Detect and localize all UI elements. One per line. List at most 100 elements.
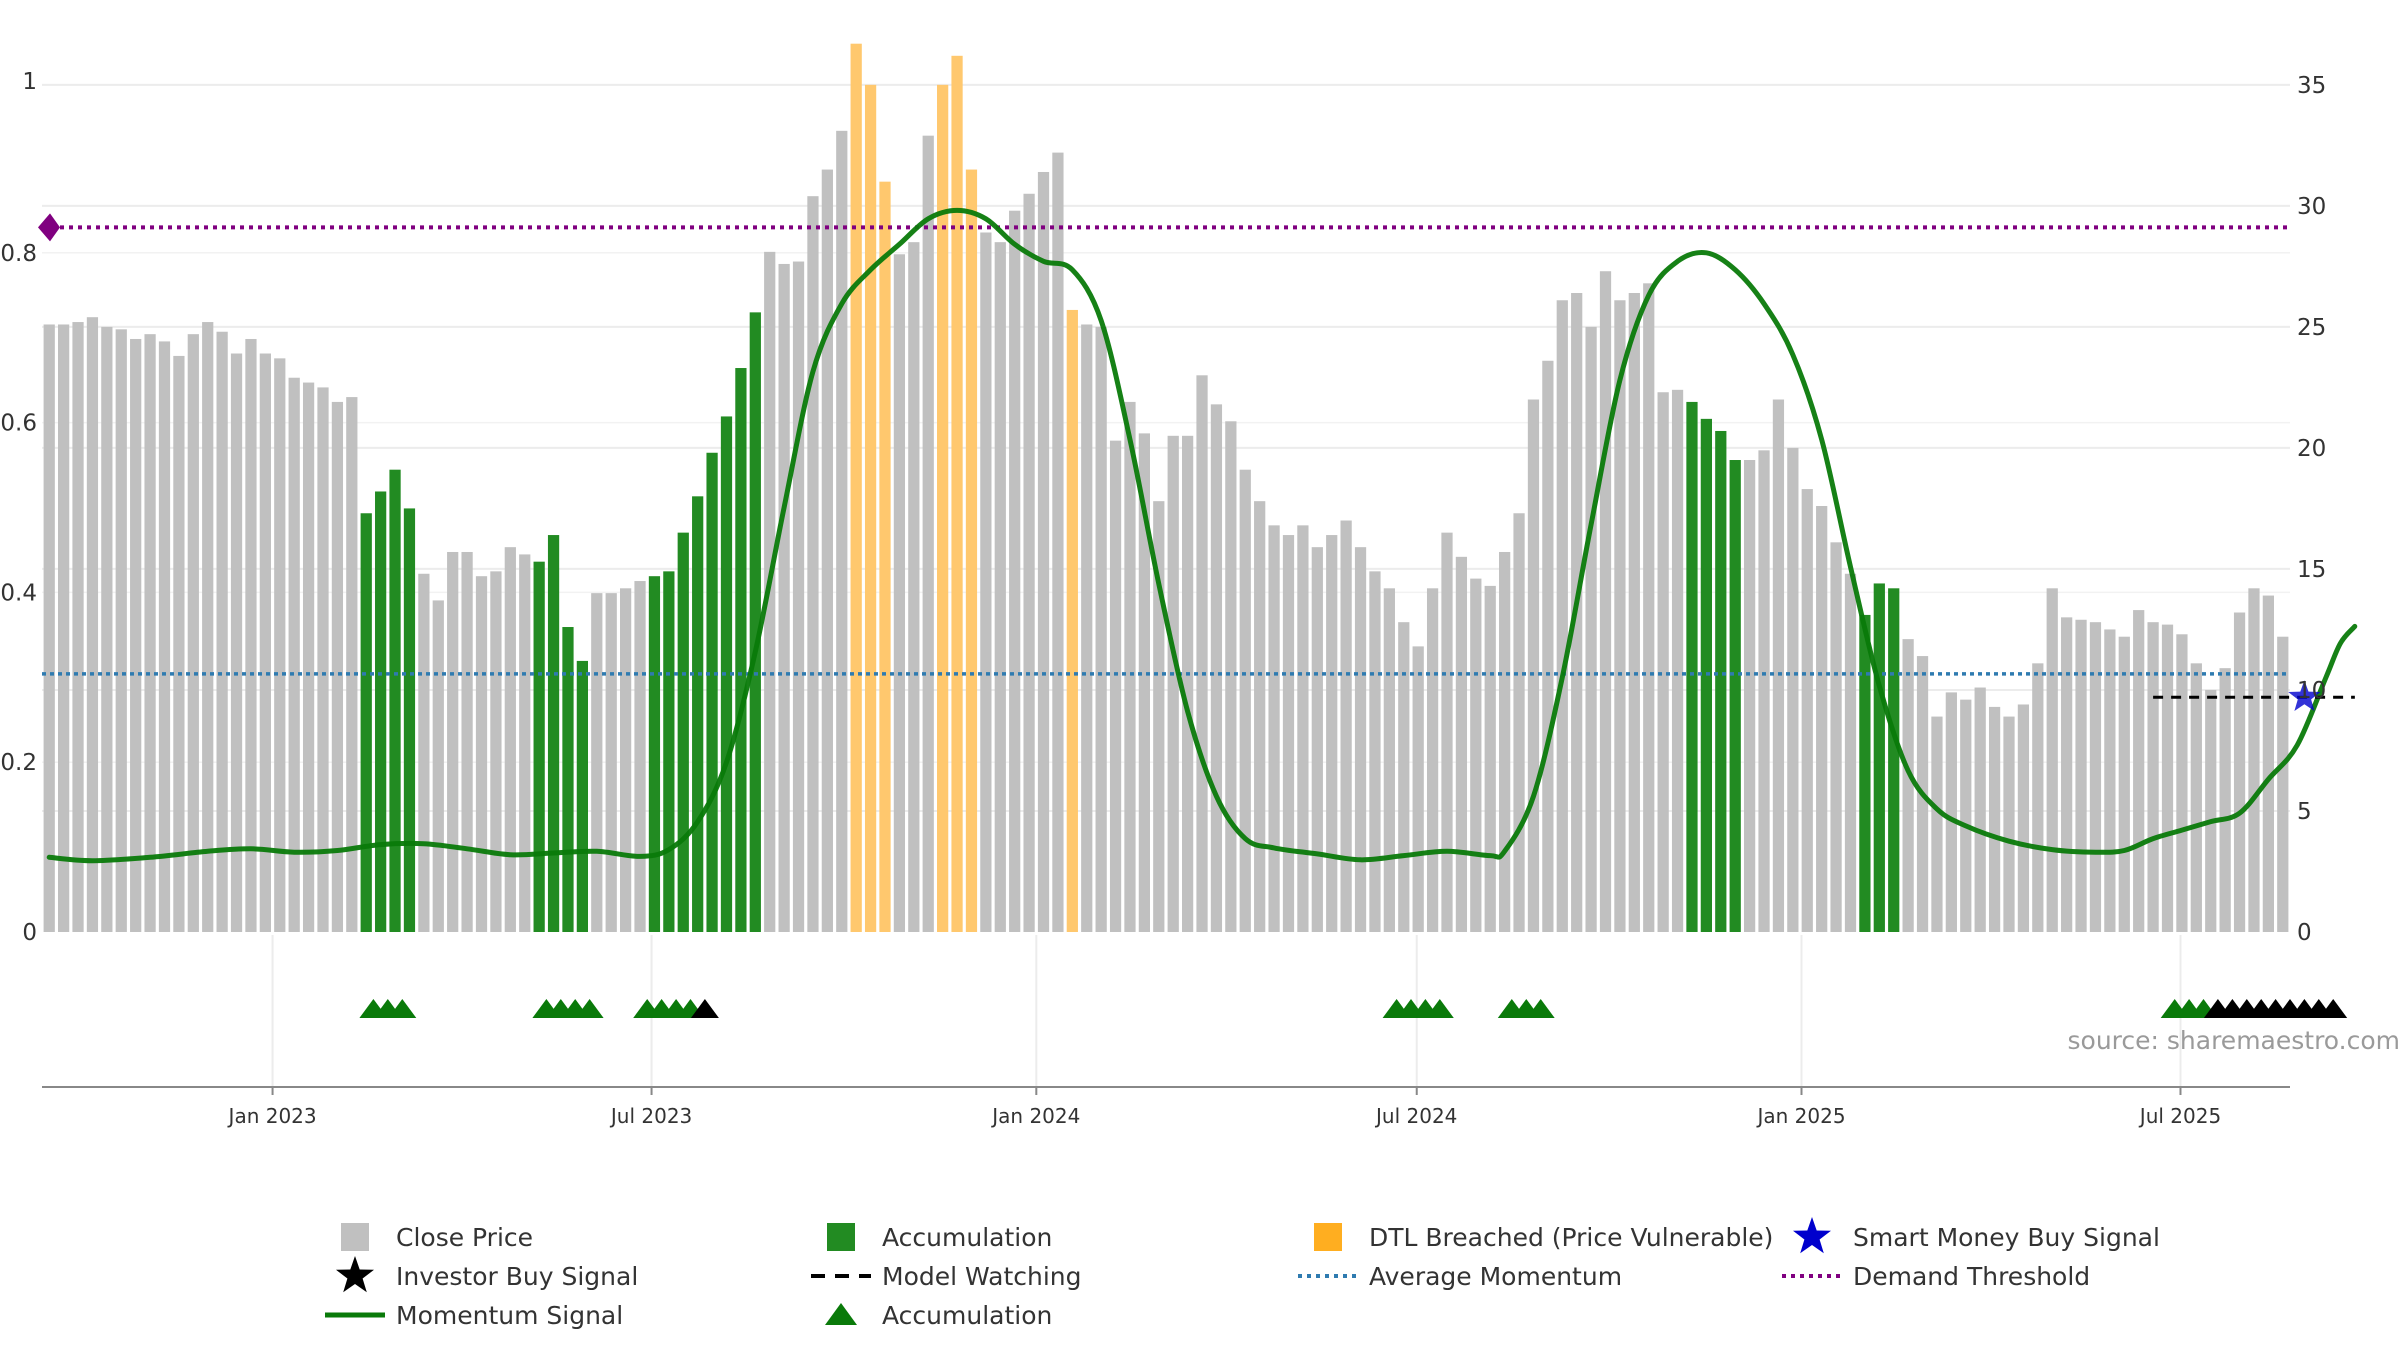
x-axis-tick-label: Jan 2024 (990, 1104, 1080, 1128)
close-price-bar (1527, 399, 1540, 932)
close-price-bar (1354, 547, 1367, 932)
close-price-bar (1931, 716, 1943, 932)
close-price-bar (1282, 535, 1295, 932)
legend-label: Model Watching (882, 1262, 1082, 1291)
left-axis-tick-label: 0.4 (0, 580, 37, 606)
legend-item: Smart Money Buy Signal (1793, 1217, 2160, 1254)
legend-swatch-star (1793, 1217, 1831, 1254)
right-axis-tick-label: 30 (2297, 194, 2326, 220)
accumulation-bar (677, 532, 689, 933)
close-price-bar (2017, 704, 2030, 932)
close-price-bar (1037, 171, 1050, 933)
right-axis-tick-label: 10 (2297, 678, 2326, 704)
x-axis-tick-label: Jul 2025 (2138, 1104, 2221, 1128)
accumulation-bar (1888, 588, 1900, 932)
close-price-bar (1124, 401, 1136, 932)
close-price-bar (1182, 435, 1194, 932)
close-price-bar (778, 263, 790, 932)
close-price-bar (1167, 435, 1179, 932)
accumulation-bar (749, 312, 761, 932)
close-price-bar (1614, 300, 1626, 932)
close-price-bar (908, 242, 920, 933)
close-price-bar (1398, 622, 1410, 932)
accumulation-bar (375, 491, 387, 932)
close-price-bar (1902, 639, 1914, 933)
close-price-bar (317, 387, 329, 932)
legend-item: Average Momentum (1298, 1262, 1622, 1291)
close-price-bar (2176, 634, 2188, 932)
close-price-bar (2190, 663, 2202, 932)
close-price-bar (2075, 619, 2087, 932)
close-price-bar (1095, 326, 1107, 932)
close-price-bar (475, 576, 488, 932)
close-price-bar (58, 324, 70, 933)
accumulation-triangle (1425, 999, 1454, 1018)
source-note: source: sharemaestro.com (2068, 1026, 2400, 1055)
close-price-bar (2046, 588, 2058, 932)
close-price-bar (2089, 622, 2102, 932)
accumulation-bar (533, 561, 545, 932)
accumulation-triangle (388, 999, 417, 1018)
close-price-bar (418, 573, 430, 932)
dtl-breached-bar (937, 84, 949, 933)
investor-signal-triangle (2319, 999, 2348, 1018)
close-price-bar (1383, 588, 1395, 932)
close-price-bar (994, 242, 1006, 933)
close-price-bar (1311, 547, 1323, 932)
close-price-bar (1455, 556, 1468, 932)
accumulation-bar (403, 508, 416, 932)
close-price-bar (1369, 571, 1381, 932)
close-price-bar (43, 324, 55, 933)
close-price-bar (634, 581, 646, 932)
right-axis-tick-label: 15 (2297, 557, 2326, 583)
close-price-bar (1340, 520, 1352, 932)
close-price-bar (807, 196, 819, 932)
close-price-bar (1268, 525, 1280, 932)
close-price-bar (1254, 501, 1266, 932)
legend-item: Momentum Signal (325, 1301, 623, 1330)
close-price-bar (792, 261, 805, 932)
x-axis-tick-label: Jan 2025 (1755, 1104, 1845, 1128)
close-price-bar (1599, 271, 1612, 933)
close-price-bar (2032, 663, 2044, 932)
accumulation-triangle (575, 999, 604, 1018)
close-price-bar (1109, 440, 1122, 932)
close-price-bar (519, 554, 531, 932)
close-price-bar (1744, 460, 1756, 932)
close-price-bar (432, 600, 444, 932)
dtl-breached-bar (879, 181, 891, 932)
close-price-bar (1513, 513, 1525, 932)
left-axis-tick-label: 0.8 (0, 241, 37, 267)
right-axis-tick-label: 20 (2297, 436, 2326, 462)
close-price-bar (245, 338, 257, 932)
dtl-breached-bar (965, 169, 978, 932)
close-price-bar (1499, 551, 1511, 932)
legend-label: Accumulation (882, 1223, 1052, 1252)
close-price-bar (2118, 636, 2130, 932)
accumulation-bar (735, 368, 747, 932)
close-price-bar (1801, 489, 1813, 932)
close-price-bar (1945, 692, 1957, 933)
close-price-bar (1052, 152, 1064, 933)
legend-label: Smart Money Buy Signal (1853, 1223, 2160, 1252)
close-price-bar (130, 338, 142, 932)
close-price-bar (1081, 324, 1093, 933)
close-price-bar (1210, 404, 1223, 933)
legend-label: Investor Buy Signal (396, 1262, 638, 1291)
legend-label: Close Price (396, 1223, 533, 1252)
close-price-bar (893, 254, 906, 932)
dtl-breached-bar (850, 43, 862, 932)
x-axis-tick-label: Jan 2023 (227, 1104, 317, 1128)
close-price-bar (302, 382, 315, 932)
close-price-bar (504, 547, 516, 932)
accumulation-bar (576, 660, 588, 932)
close-price-bar (2277, 636, 2289, 932)
accumulation-bar (1715, 430, 1727, 932)
close-price-bar (2133, 610, 2145, 932)
accumulation-bar (389, 469, 401, 932)
close-price-bar (1441, 532, 1453, 933)
accumulation-bar (1729, 460, 1741, 932)
legend-swatch-star (336, 1256, 374, 1293)
accumulation-bar (1686, 401, 1698, 932)
